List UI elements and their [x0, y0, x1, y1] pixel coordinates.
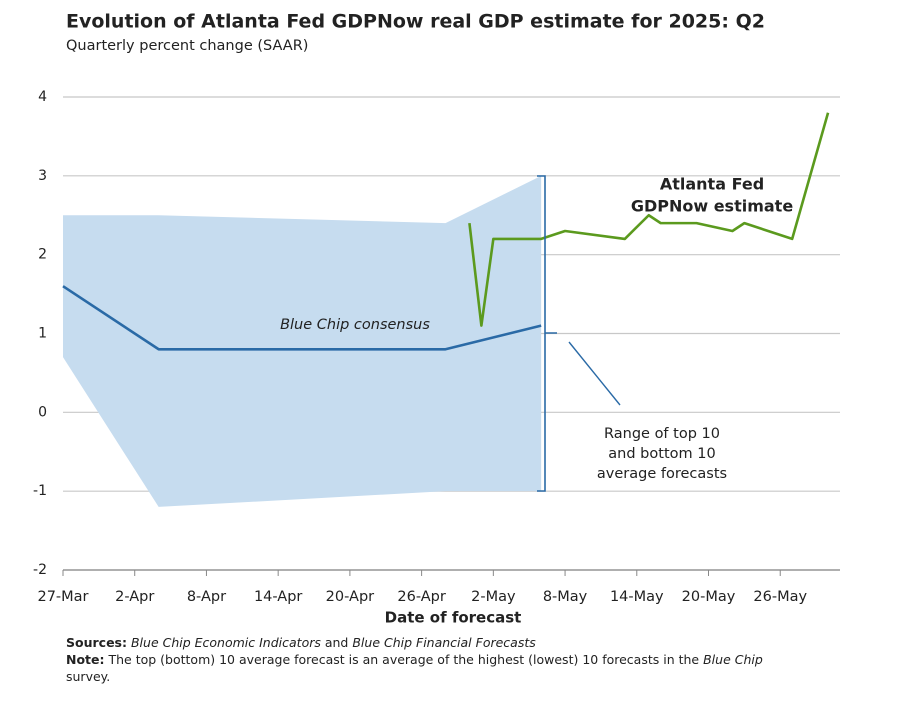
x-tick-label: 20-May [682, 589, 736, 605]
x-tick-label: 8-May [543, 589, 588, 605]
series-label: Atlanta Fed [660, 175, 764, 194]
sources: Sources: Blue Chip Economic Indicators a… [66, 634, 796, 651]
x-tick-label: 8-Apr [187, 589, 226, 605]
x-tick-label: 2-May [471, 589, 516, 605]
y-tick-label: 2 [38, 247, 47, 263]
y-tick-label: 4 [38, 89, 47, 105]
y-tick-label: -2 [33, 562, 47, 578]
chart-title: Evolution of Atlanta Fed GDPNow real GDP… [66, 11, 765, 33]
y-tick-label: 3 [38, 168, 47, 184]
note-label: Note: [66, 652, 105, 667]
series-label: Blue Chip consensus [280, 317, 430, 333]
sources-label: Sources: [66, 635, 127, 650]
leader-line [568, 341, 621, 406]
source: Blue Chip Economic Indicators [130, 635, 321, 650]
footer: Sources: Blue Chip Economic Indicators a… [66, 634, 796, 685]
range-bracket [537, 175, 557, 492]
series-label: Range of top 10 [604, 426, 720, 442]
x-tick-label: 27-Mar [37, 589, 88, 605]
x-axis-label: Date of forecast [385, 609, 522, 627]
x-tick-label: 26-Apr [397, 589, 445, 605]
x-tick-label: 26-May [753, 589, 807, 605]
note-text: Blue Chip [703, 652, 763, 667]
grid: -2 -1 0 1 2 3 4 27-Mar 2-Apr 8-Apr 14-Apr 20-Apr 26-… [33, 89, 840, 605]
series-label: and bottom 10 [608, 446, 715, 462]
y-tick-label: 1 [38, 326, 47, 342]
marks: Range of top 10 and bottom 10 average fore… [62, 112, 830, 507]
series-label: GDPNow estimate [631, 197, 794, 216]
y-tick-label: 0 [38, 404, 47, 420]
y-tick-label: -1 [33, 483, 47, 499]
x-tick-label: 2-Apr [115, 589, 154, 605]
series-line [468, 112, 830, 327]
series-label: average forecasts [597, 466, 727, 482]
chart-subtitle: Quarterly percent change (SAAR) [66, 38, 308, 54]
x-tick-label: 14-Apr [254, 589, 302, 605]
note-text: The top (bottom) 10 average forecast is … [104, 652, 704, 667]
note: Note: The top (bottom) 10 average foreca… [66, 651, 796, 685]
chart: Evolution of Atlanta Fed GDPNow real GDP… [33, 11, 840, 627]
x-tick-label: 14-May [610, 589, 664, 605]
note-text: survey. [66, 669, 111, 684]
source: Blue Chip Financial Forecasts [352, 635, 536, 650]
source-joiner: and [320, 635, 353, 650]
x-tick-label: 20-Apr [326, 589, 374, 605]
range-area [63, 175, 542, 507]
series-line [62, 285, 542, 351]
